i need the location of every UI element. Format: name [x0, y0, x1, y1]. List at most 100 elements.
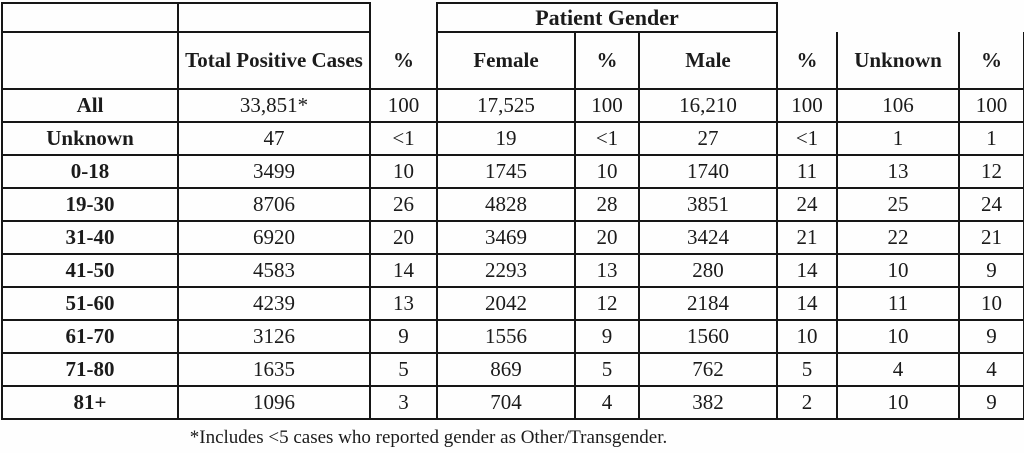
data-cell: 24: [776, 187, 839, 222]
gap-cell: [837, 3, 959, 32]
data-cell: 762: [637, 352, 779, 387]
data-cell: <1: [776, 121, 839, 156]
data-cell: 869: [436, 352, 576, 387]
data-cell: 3851: [637, 187, 779, 222]
data-cell: 382: [637, 385, 779, 420]
data-cell: 280: [637, 253, 779, 288]
column-header-male: Male: [637, 31, 779, 90]
table-row: 41-50 4583 14 2293 13 280 14 10 9: [1, 253, 1024, 288]
data-cell: 19: [436, 121, 576, 156]
table-row: All 33,851* 100 17,525 100 16,210 100 10…: [1, 88, 1024, 123]
table-row: 81+ 1096 3 704 4 382 2 10 9: [1, 385, 1024, 420]
data-cell: 1745: [436, 154, 576, 189]
row-label: All: [1, 88, 179, 123]
row-label: Unknown: [1, 121, 179, 156]
data-cell: 6920: [177, 220, 371, 255]
row-label: 61-70: [1, 319, 179, 354]
data-cell: 4: [574, 385, 640, 420]
data-cell: 11: [836, 286, 961, 321]
table-row: 61-70 3126 9 1556 9 1560 10 10 9: [1, 319, 1024, 354]
data-cell: 9: [574, 319, 640, 354]
data-cell: 3469: [436, 220, 576, 255]
row-label: 31-40: [1, 220, 179, 255]
empty-corner-cell: [177, 2, 371, 33]
data-cell: 20: [574, 220, 640, 255]
column-header-total-positive-cases: Total Positive Cases: [177, 31, 371, 90]
data-cell: 9: [958, 319, 1024, 354]
data-cell: 1: [836, 121, 961, 156]
data-cell: 1560: [637, 319, 779, 354]
data-cell: 3126: [177, 319, 371, 354]
column-header-female: Female: [436, 31, 576, 90]
gap-cell: [370, 3, 437, 32]
data-cell: 14: [776, 286, 839, 321]
data-cell: 100: [369, 88, 438, 123]
data-cell: 11: [776, 154, 839, 189]
data-cell: 13: [369, 286, 438, 321]
data-cell: 4: [958, 352, 1024, 387]
table-row: 19-30 8706 26 4828 28 3851 24 25 24: [1, 187, 1024, 222]
data-cell: 9: [369, 319, 438, 354]
empty-corner-cell: [1, 2, 179, 33]
data-cell: 2293: [436, 253, 576, 288]
gap-cell: [959, 3, 1024, 32]
data-cell: 1096: [177, 385, 371, 420]
data-cell: 5: [369, 352, 438, 387]
data-cell: 3499: [177, 154, 371, 189]
row-label: 41-50: [1, 253, 179, 288]
data-cell: 10: [836, 385, 961, 420]
data-cell: 10: [574, 154, 640, 189]
data-cell: 10: [369, 154, 438, 189]
data-cell: 13: [836, 154, 961, 189]
data-cell: 4: [836, 352, 961, 387]
data-cell: 24: [958, 187, 1024, 222]
data-cell: <1: [574, 121, 640, 156]
data-cell: 47: [177, 121, 371, 156]
column-header-blank: [1, 31, 179, 90]
table-header-row: Total Positive Cases % Female % Male % U…: [1, 31, 1024, 90]
data-cell: 10: [958, 286, 1024, 321]
data-cell: 8706: [177, 187, 371, 222]
data-cell: 10: [836, 253, 961, 288]
data-cell: 12: [574, 286, 640, 321]
data-cell: 4583: [177, 253, 371, 288]
data-cell: 2: [776, 385, 839, 420]
table-row: Unknown 47 <1 19 <1 27 <1 1 1: [1, 121, 1024, 156]
data-cell: 100: [574, 88, 640, 123]
data-cell: 100: [776, 88, 839, 123]
data-cell: 28: [574, 187, 640, 222]
column-header-percent: %: [958, 32, 1024, 90]
table-row: Patient Gender: [1, 2, 1024, 33]
data-cell: 5: [574, 352, 640, 387]
data-cell: 9: [958, 385, 1024, 420]
data-cell: 33,851*: [177, 88, 371, 123]
patient-gender-table: Patient Gender Total Positive Cases % Fe…: [1, 2, 1024, 420]
data-cell: 21: [958, 220, 1024, 255]
data-cell: 27: [637, 121, 779, 156]
table-row: 51-60 4239 13 2042 12 2184 14 11 10: [1, 286, 1024, 321]
data-cell: 13: [574, 253, 640, 288]
data-cell: 10: [776, 319, 839, 354]
data-cell: 106: [836, 88, 961, 123]
data-cell: 1556: [436, 319, 576, 354]
table-row: 71-80 1635 5 869 5 762 5 4 4: [1, 352, 1024, 387]
data-cell: 25: [836, 187, 961, 222]
data-cell: 21: [776, 220, 839, 255]
gap-cell: [777, 3, 837, 32]
data-cell: <1: [369, 121, 438, 156]
data-cell: 22: [836, 220, 961, 255]
row-label: 51-60: [1, 286, 179, 321]
data-cell: 9: [958, 253, 1024, 288]
data-cell: 5: [776, 352, 839, 387]
table-row: 0-18 3499 10 1745 10 1740 11 13 12: [1, 154, 1024, 189]
data-cell: 3424: [637, 220, 779, 255]
row-label: 0-18: [1, 154, 179, 189]
data-cell: 20: [369, 220, 438, 255]
row-label: 81+: [1, 385, 179, 420]
data-cell: 26: [369, 187, 438, 222]
data-cell: 704: [436, 385, 576, 420]
data-cell: 14: [369, 253, 438, 288]
data-cell: 16,210: [637, 88, 779, 123]
row-label: 19-30: [1, 187, 179, 222]
